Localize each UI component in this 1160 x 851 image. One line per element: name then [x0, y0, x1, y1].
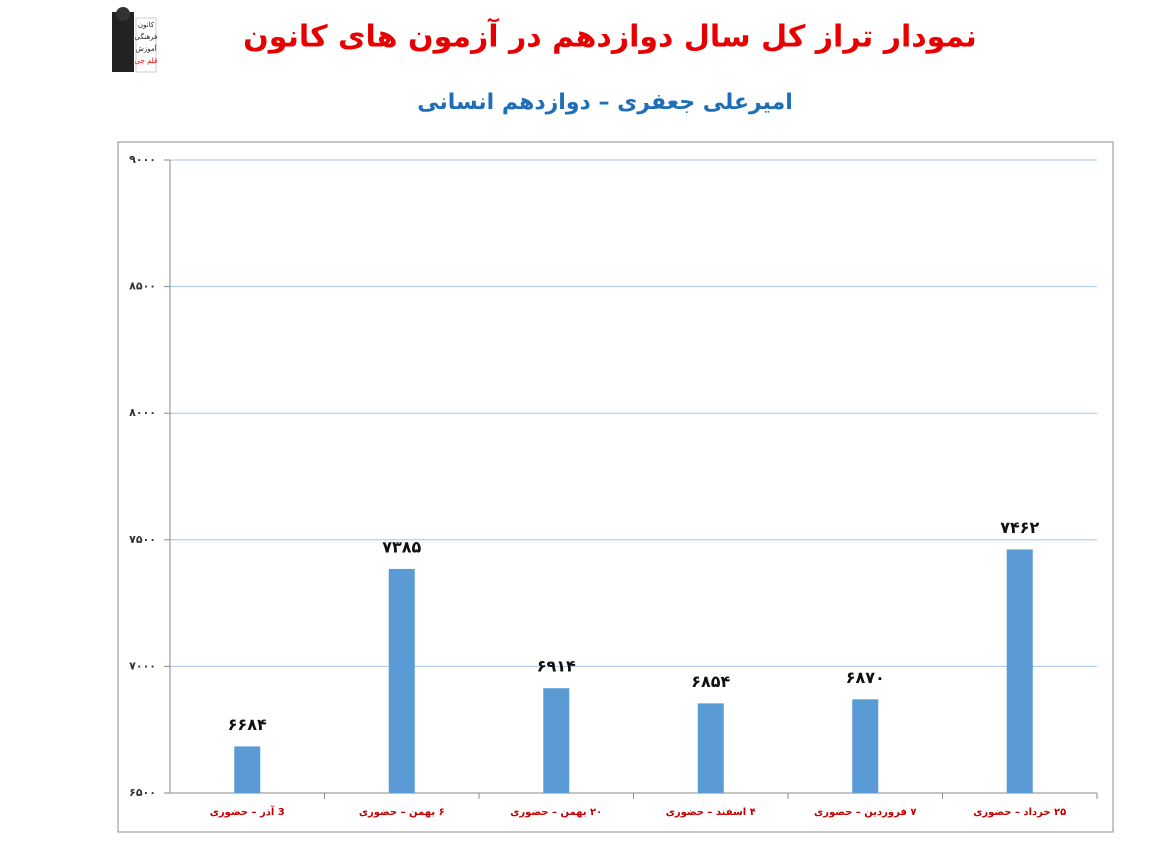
bar	[852, 699, 879, 793]
x-tick-label: ۶ بهمن – حضوری	[359, 807, 445, 818]
logo-text: قلم چی	[135, 57, 158, 65]
y-tick-label: ۹۰۰۰	[129, 153, 156, 166]
bar	[234, 746, 261, 793]
bar	[1006, 549, 1033, 793]
logo-figure	[112, 12, 134, 72]
value-label: ۶۸۷۰	[846, 668, 885, 687]
logo-text: آموزش	[135, 44, 157, 53]
chart-title: نمودار تراز کل سال دوازدهم در آزمون های …	[243, 18, 977, 55]
bar	[388, 568, 415, 793]
logo	[112, 7, 157, 73]
value-label: ۶۹۱۴	[537, 657, 576, 676]
value-label: ۶۶۸۴	[228, 715, 267, 734]
value-label: ۷۴۶۲	[1000, 518, 1039, 537]
logo-text: کانون	[138, 21, 155, 29]
x-tick-label: ۲۵ خرداد – حضوری	[973, 807, 1066, 818]
y-tick-label: ۸۵۰۰	[129, 280, 156, 293]
logo-text: فرهنگی	[135, 32, 158, 41]
chart-frame	[117, 141, 1114, 833]
value-label: ۷۳۸۵	[382, 537, 421, 556]
bar	[543, 688, 570, 793]
y-tick-label: ۸۰۰۰	[129, 406, 156, 419]
value-label: ۶۸۵۴	[691, 672, 730, 691]
y-tick-label: ۷۵۰۰	[129, 533, 156, 546]
x-tick-label: ۲۰ بهمن – حضوری	[510, 807, 602, 818]
x-tick-label: ۷ فروردین – حضوری	[814, 807, 916, 818]
y-tick-label: ۶۵۰۰	[129, 786, 156, 799]
y-tick-label: ۷۰۰۰	[129, 659, 156, 672]
x-tick-label: ۴ اسفند – حضوری	[666, 807, 756, 818]
chart-subtitle: امیرعلی جعفری – دوازدهم انسانی	[417, 90, 793, 115]
logo-head	[116, 7, 130, 21]
logo-board	[135, 17, 157, 73]
x-tick-label: 3 آذر – حضوری	[210, 805, 285, 818]
bar	[697, 703, 724, 793]
